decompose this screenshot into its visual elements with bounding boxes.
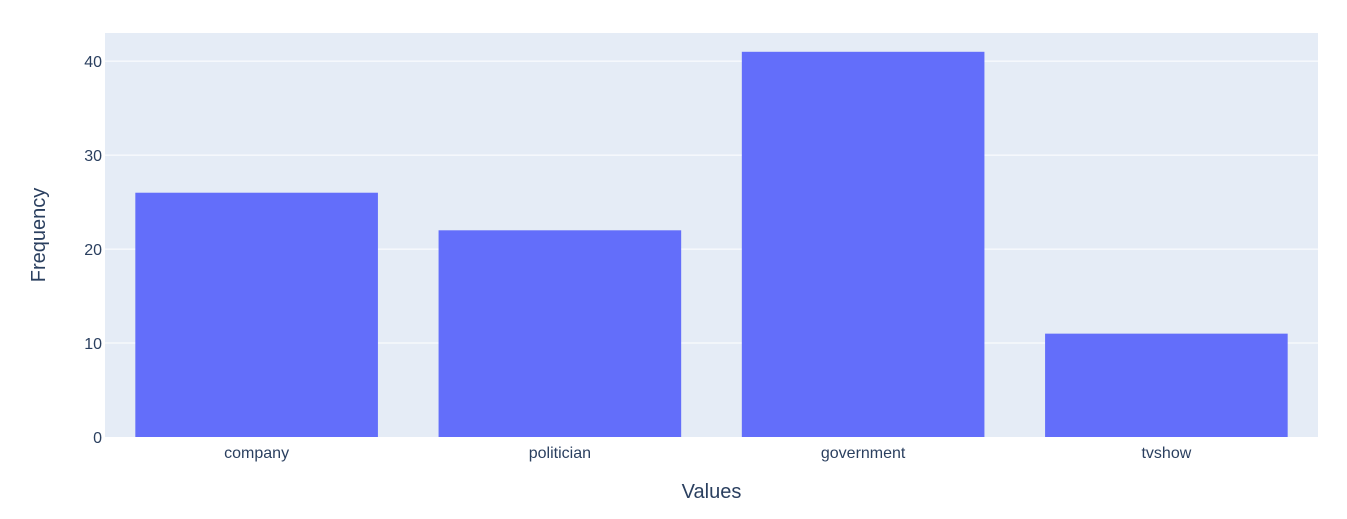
- y-tick-label: 20: [84, 242, 102, 259]
- y-axis-ticks: 0 10 20 30 40: [84, 54, 102, 447]
- bars: [135, 51, 1288, 437]
- x-tick-label: company: [224, 445, 289, 462]
- x-tick-label: politician: [529, 445, 591, 462]
- bar-tvshow: [1045, 333, 1288, 437]
- y-tick-label: 40: [84, 54, 102, 71]
- x-axis-title: Values: [682, 481, 742, 503]
- x-axis-ticks: company politician government tvshow: [224, 445, 1192, 462]
- x-tick-label: tvshow: [1141, 445, 1191, 462]
- x-tick-label: government: [821, 445, 906, 462]
- y-tick-label: 30: [84, 148, 102, 165]
- bar-company: [135, 192, 378, 437]
- y-tick-label: 0: [93, 430, 102, 447]
- bar-government: [741, 51, 985, 437]
- y-axis-title: Frequency: [28, 188, 50, 283]
- y-tick-label: 10: [84, 336, 102, 353]
- bar-politician: [438, 230, 682, 437]
